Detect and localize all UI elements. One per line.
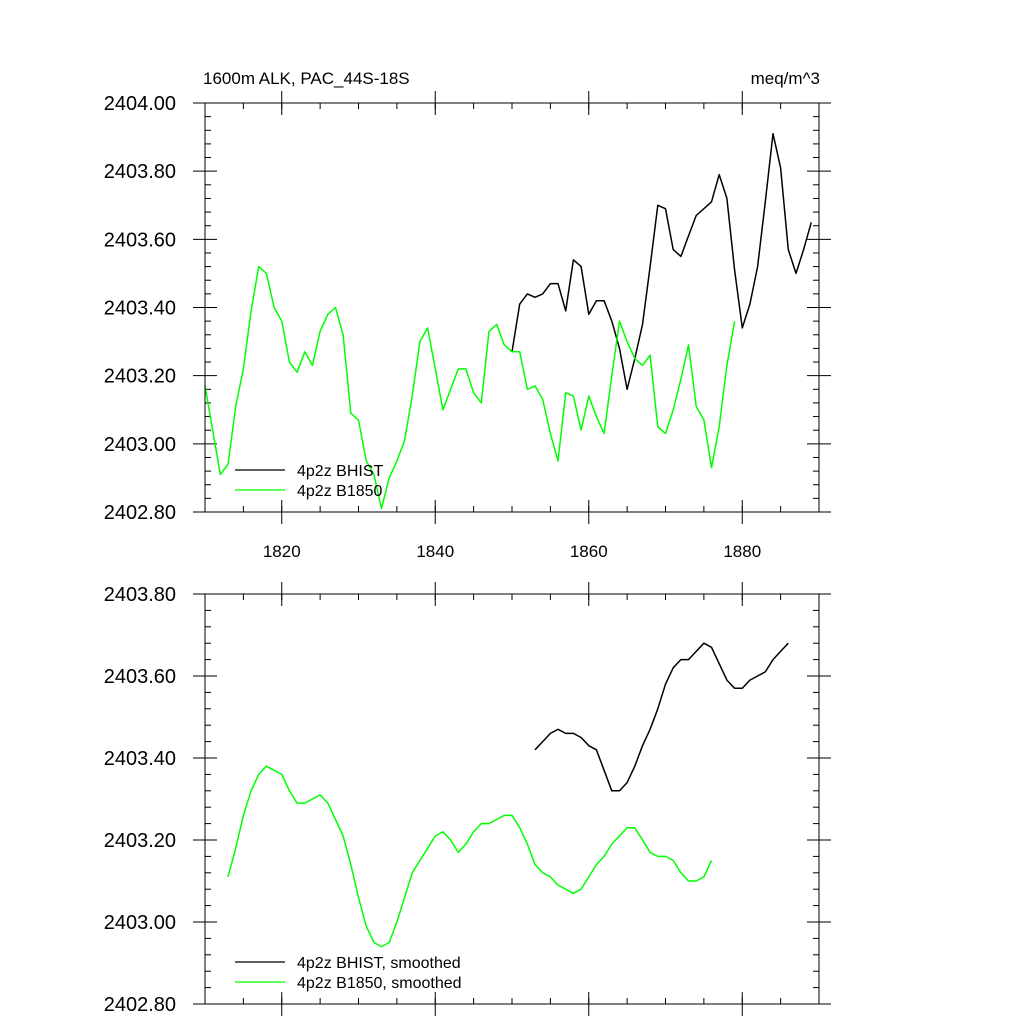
bottom-legend-label-bhist: 4p2z BHIST, smoothed	[297, 955, 461, 972]
bottom-legend: 4p2z BHIST, smoothed 4p2z B1850, smoothe…	[235, 955, 462, 992]
top-y-tick-label: 2402.80	[104, 502, 176, 524]
top-x-tick-label: 1820	[263, 542, 301, 561]
top-y-tick-label: 2403.80	[104, 161, 176, 183]
top-series-line-4p2z-bhist	[511, 132, 813, 391]
top-y-tick-label: 2403.60	[104, 229, 176, 251]
top-y-tick-label: 2403.40	[104, 298, 176, 320]
bottom-legend-label-b1850: 4p2z B1850, smoothed	[297, 975, 462, 992]
top-y-tick-label: 2403.20	[104, 366, 176, 388]
bottom-panel: 2402.80 2403.00 2403.20 2403.40 2403.60 2403.…	[104, 582, 831, 1016]
bottom-series-line-4p2z-bhist-smoothed	[534, 642, 789, 792]
top-x-tick-label: 1880	[723, 542, 761, 561]
top-legend-label-b1850: 4p2z B1850	[297, 483, 383, 500]
top-plot-frame	[204, 102, 820, 513]
bottom-plot-frame	[204, 593, 820, 1005]
bottom-y-tick-label: 2402.80	[104, 994, 176, 1016]
top-legend-label-bhist: 4p2z BHIST	[297, 463, 383, 480]
bottom-y-tick-label: 2403.60	[104, 666, 176, 688]
top-x-tick-label: 1840	[416, 542, 454, 561]
bottom-y-tick-label: 2403.80	[104, 584, 176, 606]
top-panel: 1600m ALK, PAC_44S-18S meq/m^3 1820 1840 1…	[104, 69, 831, 561]
top-chart-units: meq/m^3	[751, 69, 820, 88]
bottom-series-line-4p2z-b1850-smoothed	[227, 765, 713, 948]
bottom-y-tick-label: 2403.00	[104, 912, 176, 934]
bottom-y-tick-label: 2403.20	[104, 830, 176, 852]
top-y-tick-label: 2404.00	[104, 93, 176, 115]
top-x-tick-label: 1860	[570, 542, 608, 561]
top-legend: 4p2z BHIST 4p2z B1850	[235, 463, 383, 500]
bottom-y-tick-label: 2403.40	[104, 748, 176, 770]
top-y-tick-label: 2403.00	[104, 434, 176, 456]
top-series-line-4p2z-b1850	[204, 265, 736, 510]
top-chart-title: 1600m ALK, PAC_44S-18S	[203, 69, 410, 88]
